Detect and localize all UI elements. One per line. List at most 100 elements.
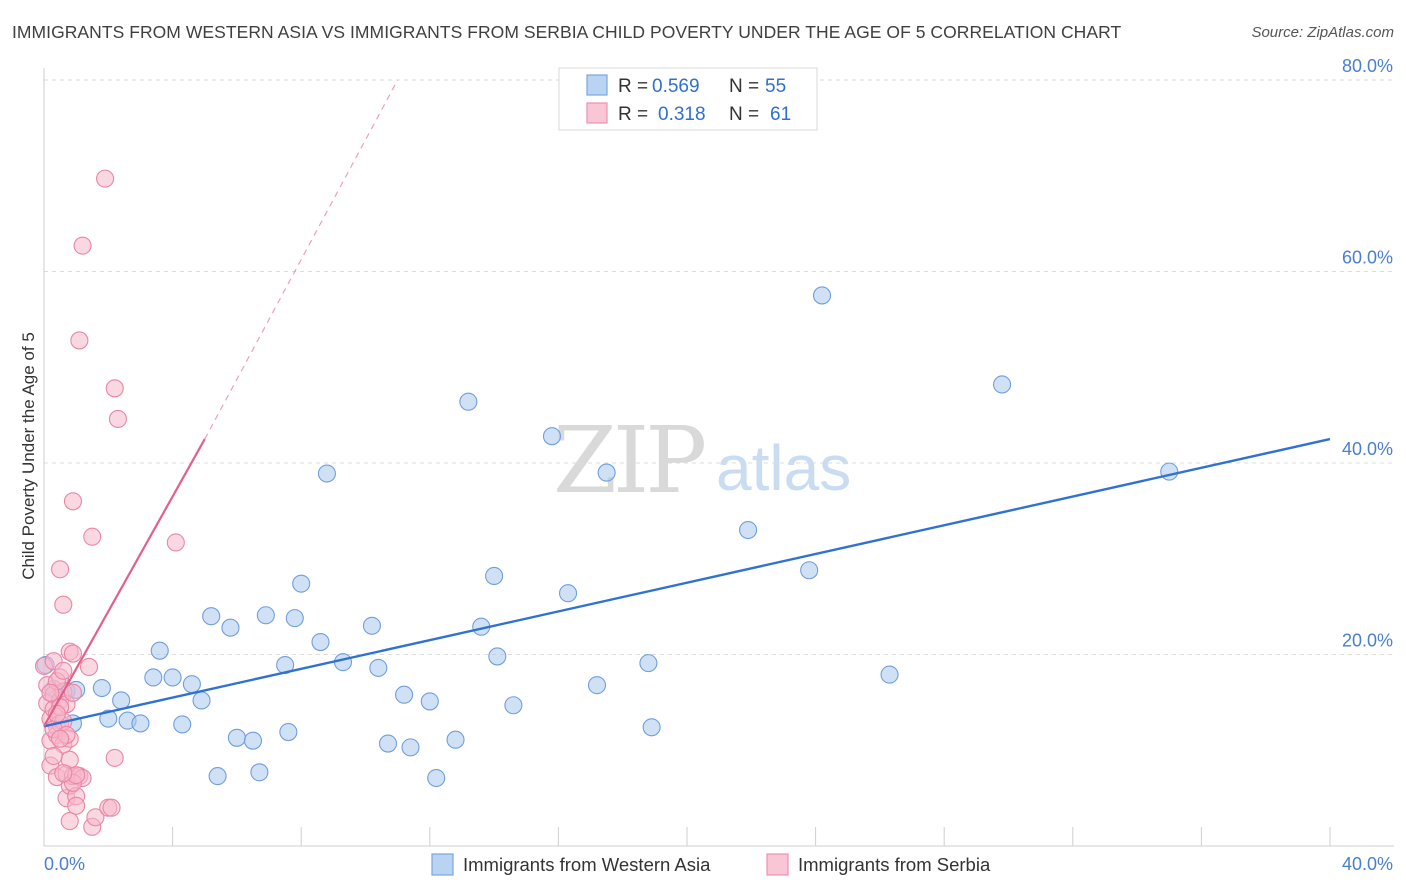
legend-r-value: 0.318 xyxy=(658,104,706,125)
data-point-serbia xyxy=(63,492,82,511)
data-point-western-asia xyxy=(1160,462,1179,481)
x-tick-label: 40.0% xyxy=(1342,854,1393,874)
data-point-serbia xyxy=(96,169,115,188)
data-point-serbia xyxy=(83,527,102,546)
series-legend: Immigrants from Western Asia Immigrants … xyxy=(431,853,991,876)
data-point-western-asia xyxy=(285,609,304,628)
trend-lines xyxy=(43,79,1331,728)
data-point-western-asia xyxy=(227,728,246,747)
trend-line-serbia xyxy=(43,438,206,727)
data-point-western-asia xyxy=(163,668,182,687)
y-tick-label: 20.0% xyxy=(1342,631,1393,651)
data-point-serbia xyxy=(54,661,73,680)
data-point-western-asia xyxy=(292,574,311,593)
watermark-atlas: atlas xyxy=(716,432,851,504)
series-legend-label-western-asia: Immigrants from Western Asia xyxy=(463,854,711,875)
data-point-western-asia xyxy=(485,566,504,586)
data-point-western-asia xyxy=(800,561,819,580)
data-point-serbia xyxy=(105,748,124,767)
legend-swatch-serbia xyxy=(586,102,608,124)
legend-n-value: 61 xyxy=(770,104,791,125)
data-point-serbia xyxy=(44,746,63,766)
data-point-serbia xyxy=(51,560,70,579)
data-point-western-asia xyxy=(92,678,111,698)
series-western-asia-points xyxy=(36,286,1179,788)
series-legend-label-serbia: Immigrants from Serbia xyxy=(798,854,991,875)
data-point-serbia xyxy=(73,236,92,255)
data-point-western-asia xyxy=(250,763,269,782)
data-point-western-asia xyxy=(395,685,414,704)
data-point-serbia xyxy=(41,683,60,702)
data-point-western-asia xyxy=(639,654,658,673)
data-point-western-asia xyxy=(427,768,446,788)
data-point-western-asia xyxy=(542,427,562,446)
x-axis-ticks xyxy=(172,827,1331,846)
data-point-serbia xyxy=(63,683,82,702)
data-point-western-asia xyxy=(202,607,221,626)
data-point-western-asia xyxy=(401,738,420,757)
data-point-western-asia xyxy=(597,463,616,482)
data-point-western-asia xyxy=(144,668,163,687)
legend-swatch-western-asia xyxy=(586,74,608,96)
data-point-serbia xyxy=(79,657,99,676)
data-point-western-asia xyxy=(221,618,240,637)
data-point-western-asia xyxy=(587,676,607,695)
data-point-western-asia xyxy=(311,633,330,652)
data-point-western-asia xyxy=(362,616,381,635)
chart-source: Source: ZipAtlas.com xyxy=(1251,24,1394,41)
y-axis-tick-labels: 20.0% 40.0% 60.0% 80.0% xyxy=(1342,56,1393,651)
watermark-zip: ZIP xyxy=(553,407,704,514)
legend-r-label: R = xyxy=(618,76,648,97)
series-legend-swatch-western-asia xyxy=(431,853,454,876)
data-point-western-asia xyxy=(317,464,336,483)
data-point-western-asia xyxy=(279,723,298,742)
trend-line-serbia-extension xyxy=(204,79,399,440)
y-axis-title: Child Poverty Under the Age of 5 xyxy=(19,332,38,580)
trend-line-western-asia xyxy=(43,437,1331,728)
data-point-western-asia xyxy=(446,730,465,749)
legend-n-label: N = xyxy=(729,104,759,125)
watermark: ZIP atlas xyxy=(553,407,851,514)
data-point-western-asia xyxy=(192,691,211,710)
data-point-serbia xyxy=(60,812,79,831)
data-point-western-asia xyxy=(378,734,398,753)
legend-n-label: N = xyxy=(729,76,759,97)
data-point-western-asia xyxy=(99,709,118,728)
legend-n-value: 55 xyxy=(765,76,786,97)
data-point-western-asia xyxy=(504,696,523,715)
data-point-western-asia xyxy=(993,375,1012,394)
data-point-serbia xyxy=(108,409,127,429)
data-point-western-asia xyxy=(256,606,275,625)
data-point-western-asia xyxy=(642,718,661,737)
data-point-serbia xyxy=(105,379,124,398)
series-legend-swatch-serbia xyxy=(766,853,789,876)
grid-lines xyxy=(44,79,1394,655)
data-point-western-asia xyxy=(173,715,192,734)
data-point-western-asia xyxy=(739,520,758,540)
data-point-serbia xyxy=(70,331,89,350)
data-point-western-asia xyxy=(459,392,478,411)
stats-legend: R = 0.569 N = 55 R = 0.318 N = 61 xyxy=(558,67,818,131)
data-point-serbia xyxy=(102,798,121,817)
data-point-serbia xyxy=(63,644,82,663)
data-point-western-asia xyxy=(812,286,832,305)
data-point-serbia xyxy=(54,595,73,614)
y-tick-label: 60.0% xyxy=(1342,248,1393,268)
legend-r-label: R = xyxy=(618,104,648,125)
data-point-western-asia xyxy=(369,658,388,677)
data-point-serbia xyxy=(86,808,105,827)
data-point-western-asia xyxy=(488,647,507,666)
data-point-western-asia xyxy=(112,691,131,710)
data-point-western-asia xyxy=(333,653,353,672)
y-tick-label: 40.0% xyxy=(1342,439,1393,459)
data-point-serbia xyxy=(54,764,73,783)
x-axis-tick-labels: 0.0% 40.0% xyxy=(44,854,1393,874)
data-point-western-asia xyxy=(208,767,227,786)
data-point-western-asia xyxy=(150,641,169,660)
data-point-western-asia xyxy=(880,665,899,684)
data-point-western-asia xyxy=(420,692,439,711)
series-serbia-points xyxy=(34,169,185,836)
chart-title: IMMIGRANTS FROM WESTERN ASIA VS IMMIGRAN… xyxy=(12,22,1122,42)
data-point-western-asia xyxy=(182,675,201,694)
